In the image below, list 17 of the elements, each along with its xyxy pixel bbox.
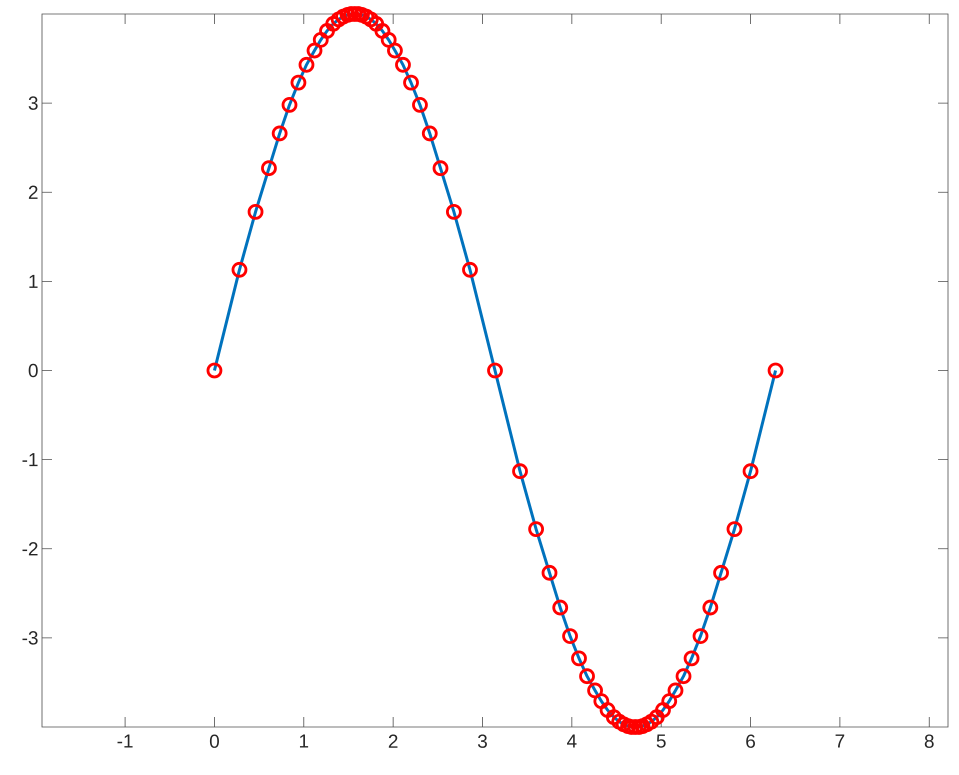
y-tick-label: -3 bbox=[22, 631, 38, 645]
y-tick-label: -2 bbox=[22, 542, 38, 556]
x-tick-label: -1 bbox=[118, 734, 133, 748]
y-tick-label: 2 bbox=[28, 186, 38, 199]
x-tick-label: 7 bbox=[836, 734, 844, 748]
y-tick-label: 1 bbox=[29, 274, 38, 288]
x-tick-label: 2 bbox=[388, 734, 398, 748]
y-tick-label: 0 bbox=[28, 364, 38, 378]
x-tick-label: 1 bbox=[300, 734, 308, 748]
x-tick-label: 4 bbox=[567, 734, 577, 748]
x-tick-label: 8 bbox=[924, 734, 934, 748]
x-tick-label: 6 bbox=[746, 734, 755, 748]
y-tick-label: 3 bbox=[28, 96, 38, 110]
x-tick-label: 3 bbox=[478, 734, 487, 748]
x-tick-label: 0 bbox=[210, 734, 219, 748]
y-tick-label: -1 bbox=[22, 453, 38, 466]
x-tick-label: 5 bbox=[656, 734, 666, 748]
